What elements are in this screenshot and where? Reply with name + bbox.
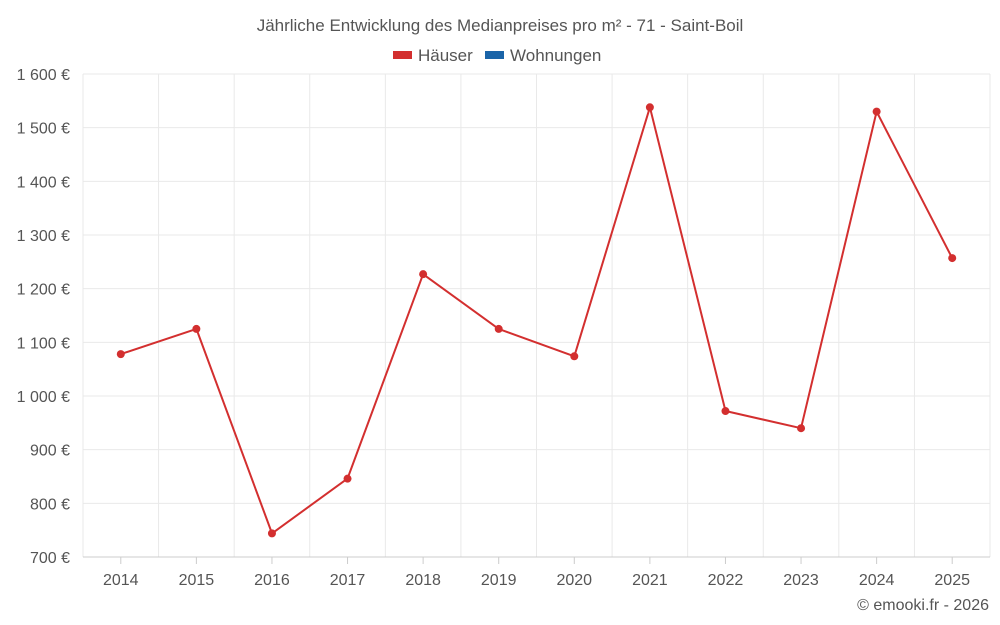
y-tick-label: 800 €	[30, 496, 70, 513]
x-tick-label: 2020	[556, 572, 592, 589]
data-point[interactable]	[570, 352, 579, 361]
x-tick-label: 2019	[481, 572, 517, 589]
y-tick-label: 1 300 €	[17, 228, 70, 245]
y-tick-label: 1 400 €	[17, 174, 70, 191]
axes	[83, 556, 990, 564]
y-tick-label: 1 200 €	[17, 282, 70, 299]
data-point[interactable]	[116, 350, 125, 359]
legend-label-wohnungen[interactable]: Wohnungen	[510, 46, 601, 65]
x-tick-label: 2024	[859, 572, 895, 589]
x-axis-ticks: 2014 2015 2016 2017 2018 2019 2020 2021 2022 2023…	[103, 572, 970, 589]
series-line	[120, 106, 954, 535]
data-point[interactable]	[872, 107, 881, 116]
data-point[interactable]	[343, 474, 352, 483]
x-tick-label: 2021	[632, 572, 668, 589]
legend-swatch-haeuser[interactable]	[393, 51, 412, 59]
x-tick-label: 2023	[783, 572, 819, 589]
x-tick-label: 2018	[405, 572, 441, 589]
series-haeuser	[116, 103, 957, 538]
data-point[interactable]	[797, 424, 806, 433]
data-point[interactable]	[645, 103, 654, 112]
y-tick-label: 1 000 €	[17, 389, 70, 406]
legend: Häuser Wohnungen	[393, 46, 601, 65]
copyright-credit: © emooki.fr - 2026	[857, 597, 989, 614]
data-point[interactable]	[419, 270, 428, 279]
x-tick-label: 2014	[103, 572, 139, 589]
y-axis-ticks: 700 € 800 € 900 € 1 000 € 1 100 € 1 200 € 1 30…	[17, 67, 70, 567]
y-tick-label: 1 600 €	[17, 67, 70, 84]
data-point[interactable]	[192, 324, 201, 333]
y-tick-label: 900 €	[30, 443, 70, 460]
chart-title: Jährliche Entwicklung des Medianpreises …	[257, 16, 744, 35]
x-tick-label: 2017	[330, 572, 366, 589]
data-point[interactable]	[494, 324, 503, 333]
data-point[interactable]	[721, 407, 730, 416]
y-tick-label: 700 €	[30, 550, 70, 567]
y-tick-label: 1 100 €	[17, 335, 70, 352]
data-point[interactable]	[948, 254, 957, 263]
data-point[interactable]	[267, 529, 276, 538]
x-tick-label: 2022	[708, 572, 744, 589]
y-tick-label: 1 500 €	[17, 121, 70, 138]
legend-swatch-wohnungen[interactable]	[485, 51, 504, 59]
legend-label-haeuser[interactable]: Häuser	[418, 46, 473, 65]
x-tick-label: 2016	[254, 572, 290, 589]
x-tick-label: 2015	[179, 572, 215, 589]
grid	[82, 73, 991, 557]
x-tick-label: 2025	[934, 572, 970, 589]
